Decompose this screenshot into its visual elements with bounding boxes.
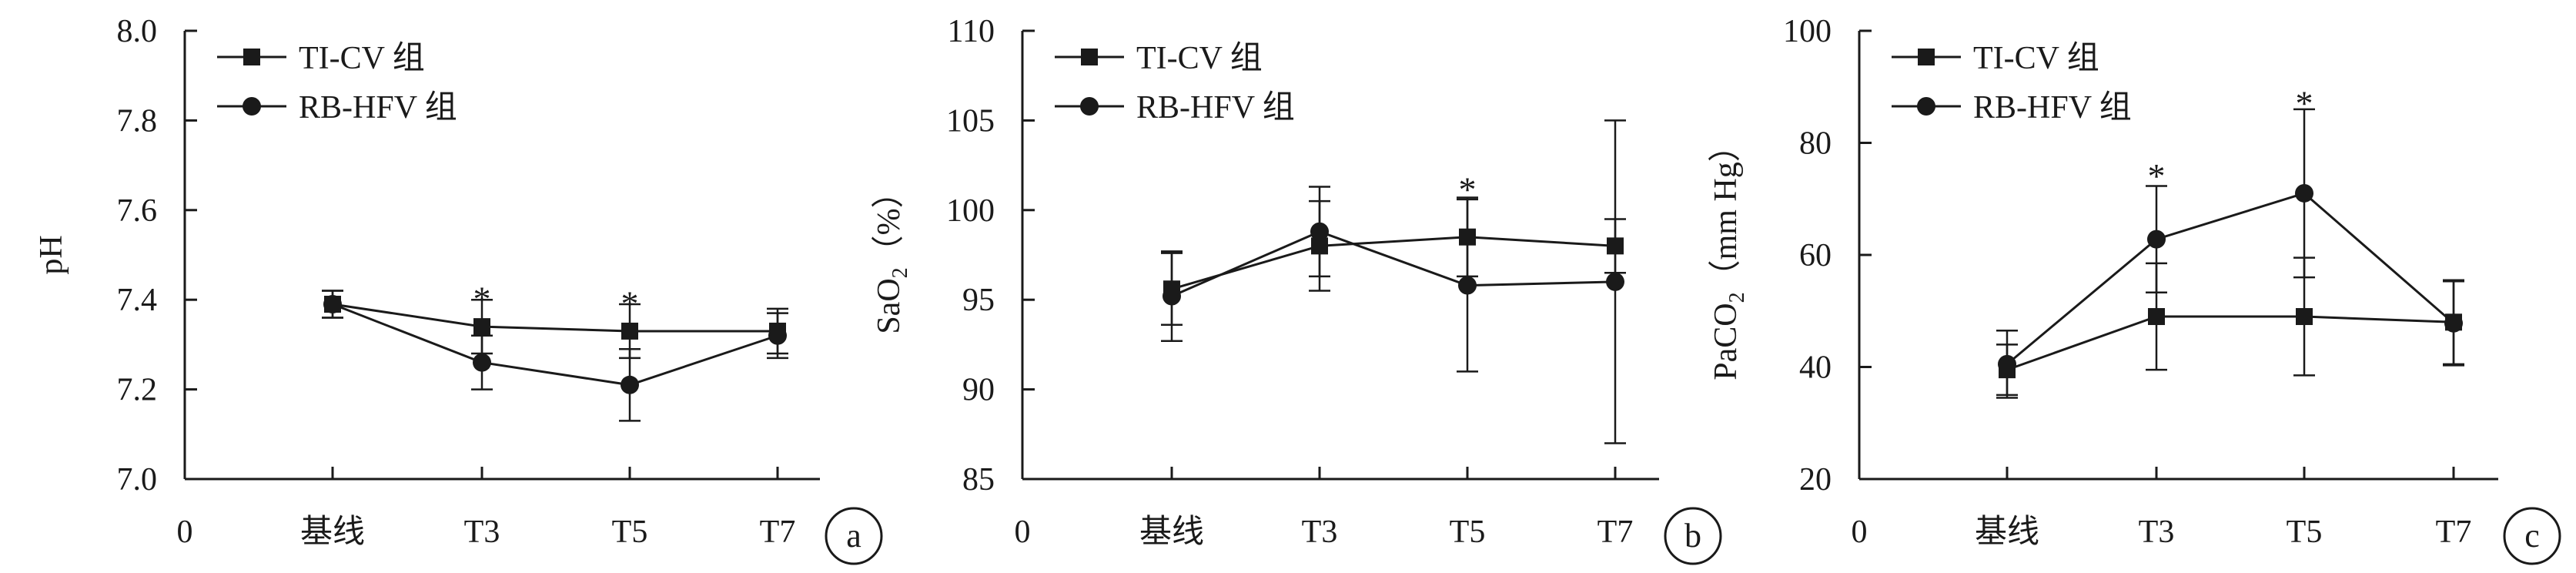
legend-marker-square	[1081, 49, 1098, 65]
y-axis-title: SaO2（%）	[871, 176, 912, 333]
data-point-circle	[768, 326, 787, 345]
y-tick-label: 60	[1799, 238, 1832, 273]
chart-panel-b: 85 90 95 100 105 110 基线 T3 T5 T7 0 SaO2（%） * TI-CV 组 R…	[871, 14, 1722, 565]
x-tick-label: T5	[2287, 514, 2323, 550]
y-tick-label: 100	[1783, 14, 1832, 49]
legend-label: RB-HFV 组	[1136, 90, 1295, 126]
y-axis-title-unit: （mm Hg）	[1708, 129, 1744, 292]
significance-star: *	[621, 283, 639, 323]
series-line-1	[332, 303, 778, 387]
x-tick-label: 基线	[300, 514, 365, 550]
y-tick-label: 105	[946, 103, 995, 139]
x-tick-label: T7	[760, 514, 796, 550]
x-tick-label: T5	[612, 514, 648, 550]
y-axis-title: PaCO2（mm Hg）	[1708, 129, 1749, 380]
y-tick-label: 90	[962, 373, 995, 408]
data-point-circle	[2295, 183, 2313, 203]
x-tick-label: T5	[1450, 514, 1486, 550]
y-axis-title-subscript: 2	[888, 267, 912, 278]
y-axis-title-subscript: 2	[1725, 292, 1749, 303]
y-axis-title-main: PaCO	[1708, 303, 1744, 380]
legend-label: TI-CV 组	[299, 41, 425, 76]
y-tick-label: 110	[948, 14, 995, 49]
significance-star: *	[2296, 84, 2313, 123]
y-tick-label: 80	[1799, 126, 1832, 162]
legend-marker-square	[1918, 49, 1935, 65]
x-tick-label: T7	[1597, 514, 1634, 550]
legend-label: TI-CV 组	[1136, 41, 1263, 76]
panel-letter: b	[1684, 517, 1701, 555]
y-tick-label: 8.0	[117, 14, 158, 49]
y-tick-label: 7.2	[117, 373, 158, 408]
significance-star: *	[2148, 156, 2166, 196]
y-tick-label: 7.6	[117, 193, 158, 229]
legend-label: TI-CV 组	[1973, 41, 2099, 76]
data-point-circle	[2444, 313, 2463, 333]
series-line-0	[2006, 315, 2454, 371]
panel-letter-circle	[825, 507, 883, 565]
legend-label: RB-HFV 组	[1973, 90, 2132, 126]
y-axis-title-unit: （%）	[871, 176, 907, 267]
data-point-circle	[1163, 286, 1181, 306]
y-tick-label: 100	[946, 193, 995, 229]
y-axis-title: pH	[34, 235, 69, 274]
y-axis-title-main: SaO	[871, 278, 907, 333]
chart-panel-a: 7.0 7.2 7.4 7.6 7.8 8.0 基线 T3 T5 T7 0 pH * * TI-CV 组 RB…	[34, 14, 883, 565]
x-origin-label: 0	[177, 514, 193, 550]
significance-star: *	[1459, 170, 1477, 209]
data-point-circle	[1998, 354, 2016, 374]
significance-star: *	[473, 280, 491, 319]
y-tick-label: 20	[1799, 462, 1832, 498]
y-tick-label: 85	[962, 462, 995, 498]
legend-label: RB-HFV 组	[299, 90, 457, 126]
series-line-1	[1171, 230, 1616, 297]
panel-letter-circle	[2503, 507, 2561, 565]
legend-marker-circle	[1917, 97, 1935, 116]
x-origin-label: 0	[1852, 514, 1868, 550]
series-line-1	[2006, 192, 2454, 366]
x-tick-label: 基线	[1139, 514, 1204, 550]
data-point-circle	[1310, 222, 1329, 241]
data-point-square	[473, 318, 490, 336]
x-tick-label: 基线	[1975, 514, 2039, 550]
panel-letter: a	[846, 517, 861, 555]
data-point-circle	[1606, 272, 1624, 291]
data-point-circle	[2147, 230, 2166, 249]
legend-marker-circle	[1080, 97, 1099, 116]
data-point-circle	[473, 353, 491, 372]
x-tick-label: T3	[464, 514, 500, 550]
x-tick-label: T3	[2139, 514, 2175, 550]
x-tick-label: T3	[1302, 514, 1338, 550]
panel-letter-circle	[1664, 507, 1722, 565]
data-point-square	[2148, 308, 2165, 326]
legend-marker-circle	[243, 97, 261, 116]
y-tick-label: 40	[1799, 350, 1832, 386]
data-point-circle	[1458, 276, 1477, 295]
x-tick-label: T7	[2436, 514, 2472, 550]
y-tick-label: 95	[962, 283, 995, 318]
y-axis-title-main: pH	[34, 235, 69, 274]
data-point-square	[621, 322, 638, 340]
series-line-0	[1171, 236, 1616, 290]
chart-panel-c: 20 40 60 80 100 基线 T3 T5 T7 0 PaCO2（mm Hg） * * TI-CV …	[1708, 14, 2561, 565]
legend-marker-square	[243, 49, 260, 65]
series-line-0	[332, 303, 778, 333]
y-tick-label: 7.8	[117, 103, 158, 139]
panel-letter: c	[2524, 517, 2540, 555]
y-tick-label: 7.4	[117, 283, 158, 318]
x-origin-label: 0	[1015, 514, 1031, 550]
data-point-circle	[323, 295, 342, 314]
data-point-square	[2296, 308, 2313, 326]
data-point-circle	[621, 375, 639, 394]
y-tick-label: 7.0	[117, 462, 158, 498]
